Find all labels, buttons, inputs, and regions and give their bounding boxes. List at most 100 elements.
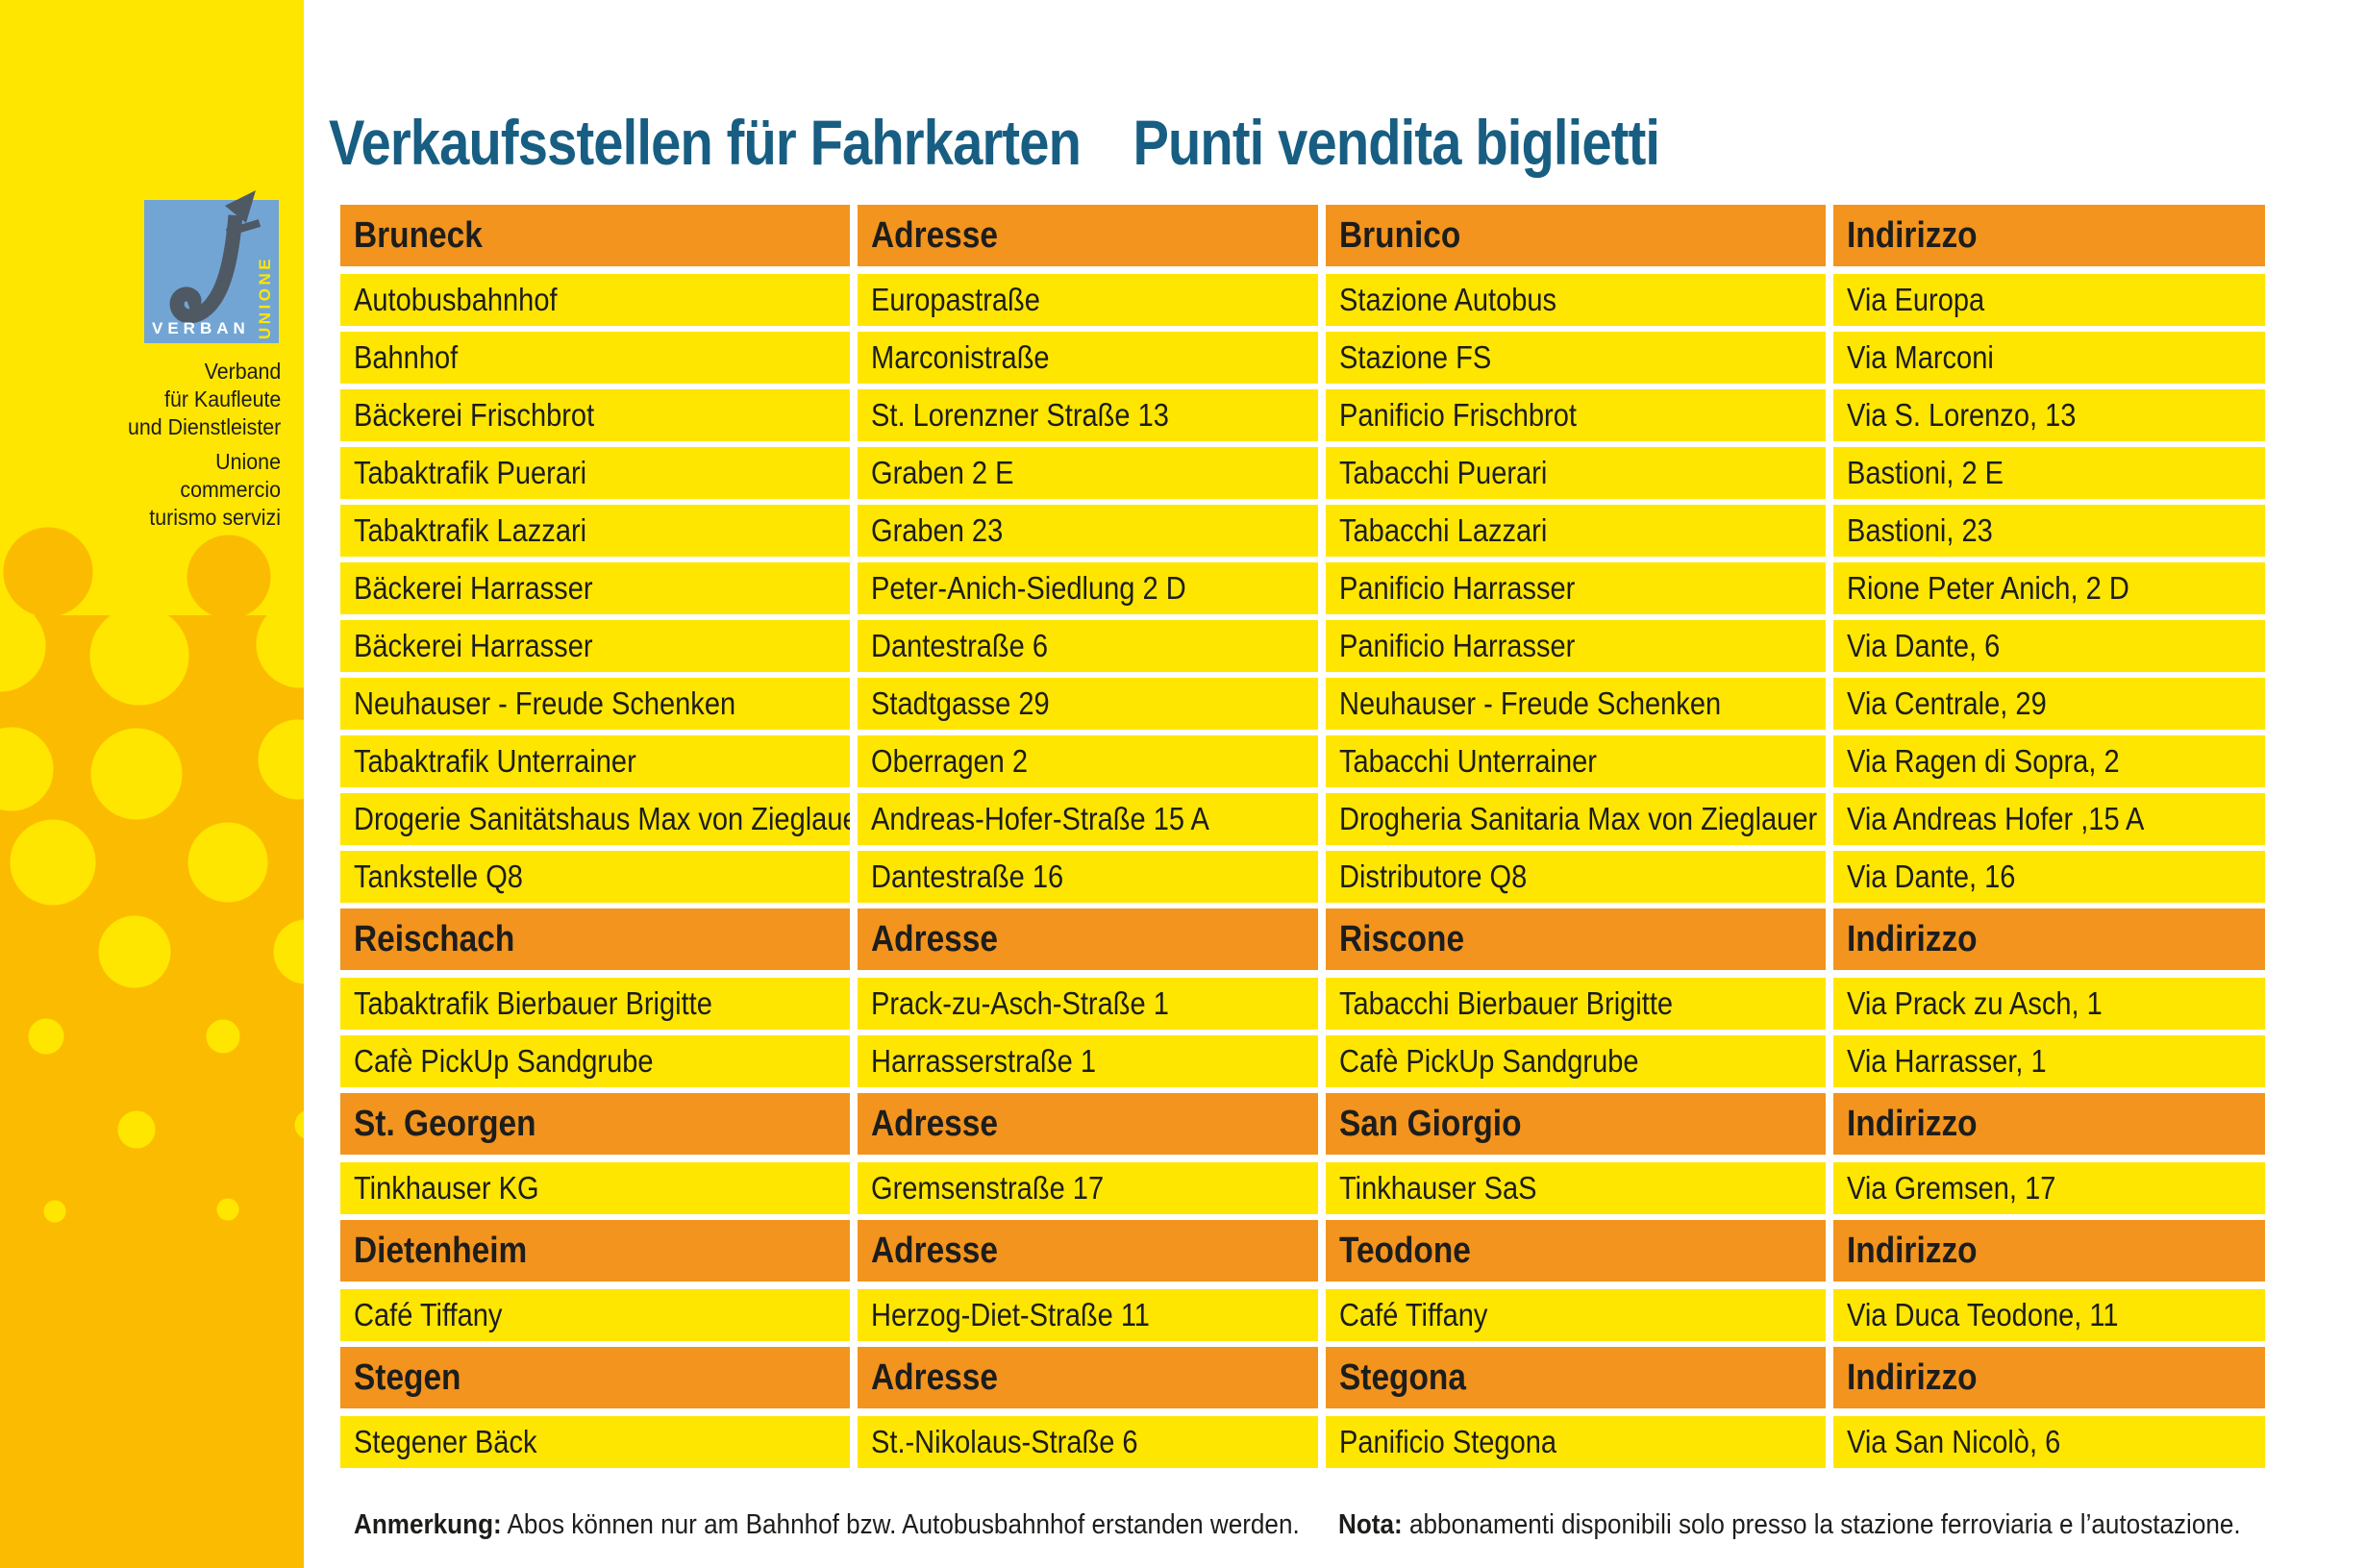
cell-location-it: Drogheria Sanitaria Max von Zieglauer bbox=[1326, 793, 1826, 845]
footnote-italian-label: Nota: bbox=[1338, 1509, 1403, 1540]
header-adresse: Adresse bbox=[858, 1220, 1318, 1282]
cell-address-de: Europastraße bbox=[858, 274, 1318, 326]
org-it-line1: Unione bbox=[215, 449, 281, 474]
cell-address-de: St.-Nikolaus-Straße 6 bbox=[858, 1416, 1318, 1468]
table-header-row: Dietenheim Adresse Teodone Indirizzo bbox=[340, 1220, 2265, 1282]
header-place-it: Riscone bbox=[1326, 908, 1826, 970]
header-place-de: Stegen bbox=[340, 1347, 850, 1408]
cell-address-it: Via Marconi bbox=[1833, 332, 2265, 384]
cell-address-it: Via Andreas Hofer ,15 A bbox=[1833, 793, 2265, 845]
cell-location-de: Neuhauser - Freude Schenken bbox=[340, 678, 850, 730]
cell-location-it: Distributore Q8 bbox=[1326, 851, 1826, 903]
table-row: Tankstelle Q8 Dantestraße 16 Distributor… bbox=[340, 851, 2265, 903]
org-it-line2: commercio bbox=[180, 477, 281, 502]
table-row: Tabaktrafik Puerari Graben 2 E Tabacchi … bbox=[340, 447, 2265, 499]
table-row: Neuhauser - Freude Schenken Stadtgasse 2… bbox=[340, 678, 2265, 730]
footnote-german-label: Anmerkung: bbox=[354, 1509, 502, 1540]
cell-address-de: Herzog-Diet-Straße 11 bbox=[858, 1289, 1318, 1341]
org-name-german: Verband für Kaufleute und Dienstleister bbox=[128, 358, 281, 441]
table-header-row: St. Georgen Adresse San Giorgio Indirizz… bbox=[340, 1093, 2265, 1155]
cell-address-it: Via Prack zu Asch, 1 bbox=[1833, 978, 2265, 1030]
cell-location-de: Cafè PickUp Sandgrube bbox=[340, 1035, 850, 1087]
cell-location-de: Tankstelle Q8 bbox=[340, 851, 850, 903]
header-place-it: Stegona bbox=[1326, 1347, 1826, 1408]
cell-address-it: Bastioni, 23 bbox=[1833, 505, 2265, 557]
header-adresse: Adresse bbox=[858, 1347, 1318, 1408]
cell-address-de: Gremsenstraße 17 bbox=[858, 1162, 1318, 1214]
cell-location-de: Stegener Bäck bbox=[340, 1416, 850, 1468]
cell-location-it: Tabacchi Bierbauer Brigitte bbox=[1326, 978, 1826, 1030]
table-row: Tinkhauser KG Gremsenstraße 17 Tinkhause… bbox=[340, 1162, 2265, 1214]
cell-location-it: Tabacchi Lazzari bbox=[1326, 505, 1826, 557]
cell-location-de: Tinkhauser KG bbox=[340, 1162, 850, 1214]
cell-location-it: Panificio Harrasser bbox=[1326, 620, 1826, 672]
cell-address-de: St. Lorenzner Straße 13 bbox=[858, 389, 1318, 441]
cell-address-it: Via Dante, 16 bbox=[1833, 851, 2265, 903]
cell-location-de: Bäckerei Harrasser bbox=[340, 562, 850, 614]
cell-location-it: Panificio Harrasser bbox=[1326, 562, 1826, 614]
cell-address-it: Via Ragen di Sopra, 2 bbox=[1833, 735, 2265, 787]
table-header-row: Reischach Adresse Riscone Indirizzo bbox=[340, 908, 2265, 970]
page-title-german: Verkaufsstellen für Fahrkarten bbox=[329, 107, 1082, 178]
header-indirizzo: Indirizzo bbox=[1833, 1220, 2265, 1282]
cell-address-it: Via Duca Teodone, 11 bbox=[1833, 1289, 2265, 1341]
ticket-sales-table: Bruneck Adresse Brunico Indirizzo Autobu… bbox=[340, 205, 2265, 1474]
cell-address-de: Stadtgasse 29 bbox=[858, 678, 1318, 730]
cell-address-de: Dantestraße 16 bbox=[858, 851, 1318, 903]
table-header-row: Bruneck Adresse Brunico Indirizzo bbox=[340, 205, 2265, 266]
cell-address-it: Via Harrasser, 1 bbox=[1833, 1035, 2265, 1087]
cell-address-it: Via Centrale, 29 bbox=[1833, 678, 2265, 730]
cell-address-it: Rione Peter Anich, 2 D bbox=[1833, 562, 2265, 614]
cell-location-de: Autobusbahnhof bbox=[340, 274, 850, 326]
table-row: Bäckerei Harrasser Peter-Anich-Siedlung … bbox=[340, 562, 2265, 614]
sidebar: VERBAN UNIONE Verband für Kaufleute und … bbox=[0, 0, 304, 1568]
cell-address-de: Andreas-Hofer-Straße 15 A bbox=[858, 793, 1318, 845]
cell-address-de: Peter-Anich-Siedlung 2 D bbox=[858, 562, 1318, 614]
header-adresse: Adresse bbox=[858, 908, 1318, 970]
header-place-it: San Giorgio bbox=[1326, 1093, 1826, 1155]
cell-address-de: Oberragen 2 bbox=[858, 735, 1318, 787]
footnote-german-text: Abos können nur am Bahnhof bzw. Autobusb… bbox=[501, 1509, 1300, 1540]
cell-location-it: Neuhauser - Freude Schenken bbox=[1326, 678, 1826, 730]
footnote-italian: Nota: abbonamenti disponibili solo press… bbox=[1338, 1509, 2241, 1541]
cell-location-de: Tabaktrafik Unterrainer bbox=[340, 735, 850, 787]
table-header-row: Stegen Adresse Stegona Indirizzo bbox=[340, 1347, 2265, 1408]
cell-location-de: Tabaktrafik Puerari bbox=[340, 447, 850, 499]
org-de-line3: und Dienstleister bbox=[127, 414, 281, 439]
org-de-line2: für Kaufleute bbox=[163, 386, 281, 411]
cell-location-it: Stazione Autobus bbox=[1326, 274, 1826, 326]
header-place-de: Bruneck bbox=[340, 205, 850, 266]
table-row: Autobusbahnhof Europastraße Stazione Aut… bbox=[340, 274, 2265, 326]
cell-location-de: Bahnhof bbox=[340, 332, 850, 384]
footnote-italian-text: abbonamenti disponibili solo presso la s… bbox=[1402, 1509, 2241, 1540]
header-adresse: Adresse bbox=[858, 1093, 1318, 1155]
header-adresse: Adresse bbox=[858, 205, 1318, 266]
verband-unione-logo-icon: VERBAN UNIONE bbox=[144, 190, 279, 343]
cell-address-de: Graben 2 E bbox=[858, 447, 1318, 499]
cell-location-it: Panificio Stegona bbox=[1326, 1416, 1826, 1468]
cell-location-it: Café Tiffany bbox=[1326, 1289, 1826, 1341]
cell-address-it: Via Europa bbox=[1833, 274, 2265, 326]
table-row: Tabaktrafik Bierbauer Brigitte Prack-zu-… bbox=[340, 978, 2265, 1030]
table-row: Tabaktrafik Unterrainer Oberragen 2 Taba… bbox=[340, 735, 2265, 787]
page-title: Verkaufsstellen für Fahrkarten Punti ven… bbox=[329, 106, 1660, 179]
org-name-italian: Unione commercio turismo servizi bbox=[149, 448, 281, 532]
cell-address-it: Via San Nicolò, 6 bbox=[1833, 1416, 2265, 1468]
svg-text:UNIONE: UNIONE bbox=[256, 256, 274, 339]
cell-location-it: Cafè PickUp Sandgrube bbox=[1326, 1035, 1826, 1087]
table-row: Drogerie Sanitätshaus Max von Zieglauer … bbox=[340, 793, 2265, 845]
header-indirizzo: Indirizzo bbox=[1833, 908, 2265, 970]
page-title-italian: Punti vendita biglietti bbox=[1133, 107, 1660, 178]
header-place-de: St. Georgen bbox=[340, 1093, 850, 1155]
table-row: Tabaktrafik Lazzari Graben 23 Tabacchi L… bbox=[340, 505, 2265, 557]
cell-location-de: Tabaktrafik Lazzari bbox=[340, 505, 850, 557]
header-place-de: Dietenheim bbox=[340, 1220, 850, 1282]
cell-location-it: Stazione FS bbox=[1326, 332, 1826, 384]
cell-location-it: Tinkhauser SaS bbox=[1326, 1162, 1826, 1214]
cell-address-de: Dantestraße 6 bbox=[858, 620, 1318, 672]
cell-address-it: Via Gremsen, 17 bbox=[1833, 1162, 2265, 1214]
cell-location-de: Bäckerei Harrasser bbox=[340, 620, 850, 672]
cell-location-it: Tabacchi Puerari bbox=[1326, 447, 1826, 499]
cell-location-de: Drogerie Sanitätshaus Max von Zieglauer bbox=[340, 793, 850, 845]
